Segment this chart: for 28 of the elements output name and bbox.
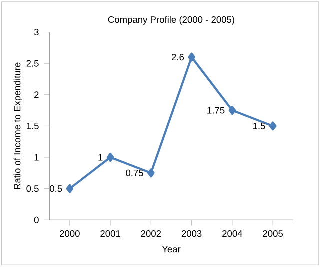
y-tick-label: 2 <box>34 92 39 98</box>
x-tick-label: 2004 <box>222 230 243 238</box>
y-tick-label: 1 <box>34 154 39 161</box>
y-tick-label: 2.5 <box>26 60 39 67</box>
y-tick-label: 3 <box>34 29 39 36</box>
x-tick-label: 2005 <box>263 230 284 238</box>
data-label: 1 <box>98 154 103 161</box>
point <box>228 106 236 116</box>
x-axis-title: Year <box>162 246 181 253</box>
data-label: 1.5 <box>254 122 266 130</box>
data-label: 0.75 <box>126 170 144 176</box>
point <box>188 52 196 62</box>
x-tick-label: 2003 <box>182 230 202 238</box>
point <box>148 168 155 178</box>
x-tick-label: 2002 <box>141 230 162 238</box>
y-tick-label: 1.5 <box>27 122 39 130</box>
data-label: 2.6 <box>172 54 184 61</box>
point <box>106 152 114 162</box>
x-tick-label: 2000 <box>60 230 80 238</box>
chart-title: Company Profile (2000 - 2005) <box>108 16 234 25</box>
y-tick-label: 0.5 <box>26 186 39 192</box>
data-label: 1.75 <box>208 107 225 114</box>
y-tick-label: 0 <box>34 216 39 224</box>
data-label: 0.5 <box>50 186 62 192</box>
y-axis-title: Ratio of Income to Expenditure <box>14 62 23 190</box>
point <box>66 184 74 194</box>
x-tick-label: 2001 <box>100 230 120 238</box>
point <box>269 122 277 131</box>
